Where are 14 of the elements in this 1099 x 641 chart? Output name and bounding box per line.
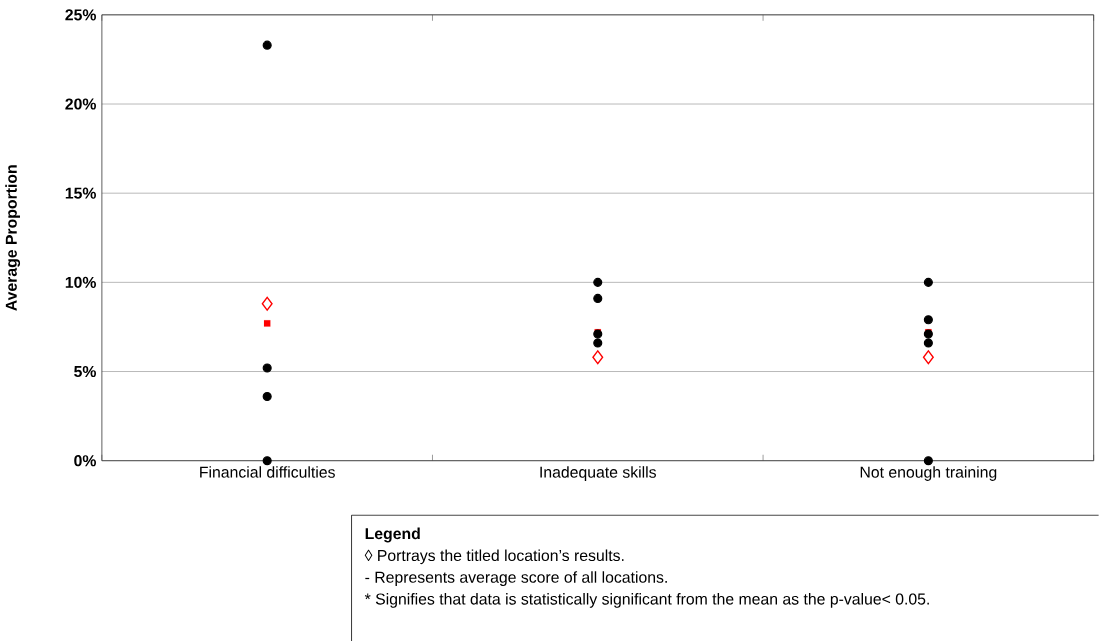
x-tick-label: Inadequate skills xyxy=(540,465,656,481)
y-tick-label: 15% xyxy=(65,187,96,199)
y-tick-label: 5% xyxy=(74,365,96,377)
x-tick-label: Not enough training xyxy=(860,465,997,481)
x-tick-label: Financial difficulties xyxy=(200,465,335,478)
y-tick-label: 10% xyxy=(65,276,96,288)
y-tick-label: 0% xyxy=(74,454,96,467)
text: * Signifies that data is statistically significant from the mean as the p-value< 0.05. xyxy=(364,592,929,608)
text: Legend xyxy=(365,527,420,543)
y-tick-label: 20% xyxy=(65,98,96,110)
text: - Represents average score of all locations. xyxy=(365,571,667,586)
text: ◊ Portrays the titled location’s results. xyxy=(364,549,624,564)
y-tick-label: 25% xyxy=(65,9,96,21)
y-axis-title: Average Proportion xyxy=(5,165,21,311)
